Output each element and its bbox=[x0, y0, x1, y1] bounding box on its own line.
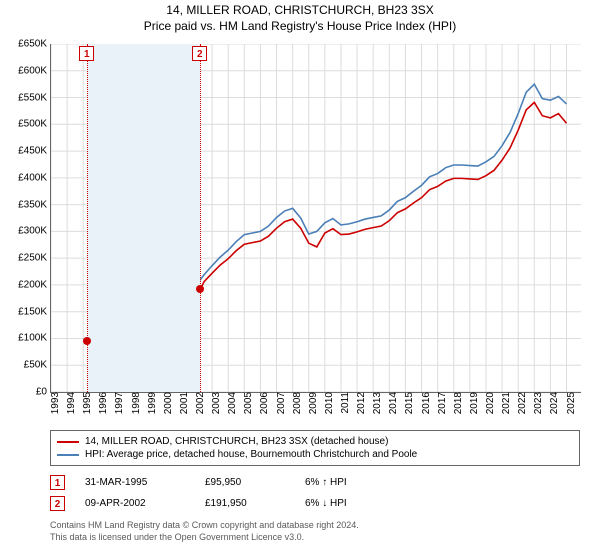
x-tick-label: 2014 bbox=[388, 392, 399, 414]
y-tick-label: £650K bbox=[18, 39, 47, 50]
legend: 14, MILLER ROAD, CHRISTCHURCH, BH23 3SX … bbox=[50, 430, 580, 466]
legend-label-property: 14, MILLER ROAD, CHRISTCHURCH, BH23 3SX … bbox=[85, 436, 388, 447]
marker-pct: 6% ↑ HPI bbox=[305, 477, 347, 488]
y-tick-label: £50K bbox=[24, 360, 47, 371]
y-tick-label: £500K bbox=[18, 119, 47, 130]
legend-label-hpi: HPI: Average price, detached house, Bour… bbox=[85, 449, 417, 460]
x-tick-label: 2013 bbox=[372, 392, 383, 414]
x-tick-label: 2017 bbox=[437, 392, 448, 414]
y-tick-label: £150K bbox=[18, 306, 47, 317]
x-tick-label: 1995 bbox=[82, 392, 93, 414]
title-line2: Price paid vs. HM Land Registry's House … bbox=[0, 18, 600, 34]
legend-row-property: 14, MILLER ROAD, CHRISTCHURCH, BH23 3SX … bbox=[57, 435, 573, 448]
x-tick-label: 2006 bbox=[259, 392, 270, 414]
x-tick-label: 2019 bbox=[469, 392, 480, 414]
x-tick-label: 2022 bbox=[517, 392, 528, 414]
y-tick-label: £0 bbox=[36, 387, 47, 398]
marker-vline bbox=[200, 44, 201, 392]
x-tick-label: 2021 bbox=[501, 392, 512, 414]
title-line1: 14, MILLER ROAD, CHRISTCHURCH, BH23 3SX bbox=[0, 2, 600, 18]
legend-row-hpi: HPI: Average price, detached house, Bour… bbox=[57, 448, 573, 461]
marker-date: 31-MAR-1995 bbox=[85, 477, 185, 488]
y-tick-label: £550K bbox=[18, 92, 47, 103]
x-tick-label: 1994 bbox=[66, 392, 77, 414]
marker-pct: 6% ↓ HPI bbox=[305, 498, 347, 509]
x-tick-label: 2025 bbox=[566, 392, 577, 414]
x-tick-label: 1997 bbox=[114, 392, 125, 414]
y-tick-label: £100K bbox=[18, 333, 47, 344]
x-tick-label: 2010 bbox=[324, 392, 335, 414]
footer: Contains HM Land Registry data © Crown c… bbox=[50, 520, 580, 543]
y-tick-label: £250K bbox=[18, 253, 47, 264]
legend-swatch-hpi bbox=[57, 454, 79, 456]
y-tick-label: £200K bbox=[18, 279, 47, 290]
x-tick-label: 2009 bbox=[308, 392, 319, 414]
x-tick-label: 2005 bbox=[243, 392, 254, 414]
plot-area: £0£50K£100K£150K£200K£250K£300K£350K£400… bbox=[50, 44, 581, 393]
marker-box: 2 bbox=[192, 46, 207, 61]
x-tick-label: 2020 bbox=[485, 392, 496, 414]
x-tick-label: 2001 bbox=[179, 392, 190, 414]
x-tick-label: 2003 bbox=[211, 392, 222, 414]
x-tick-label: 2018 bbox=[453, 392, 464, 414]
x-tick-label: 1998 bbox=[131, 392, 142, 414]
chart-container: 14, MILLER ROAD, CHRISTCHURCH, BH23 3SX … bbox=[0, 0, 600, 560]
y-tick-label: £400K bbox=[18, 172, 47, 183]
x-tick-label: 2007 bbox=[276, 392, 287, 414]
x-tick-label: 2002 bbox=[195, 392, 206, 414]
marker-box: 1 bbox=[50, 475, 65, 490]
marker-price: £95,950 bbox=[205, 477, 285, 488]
x-tick-label: 2004 bbox=[227, 392, 238, 414]
legend-swatch-property bbox=[57, 441, 79, 443]
marker-row: 1 31-MAR-1995 £95,950 6% ↑ HPI bbox=[50, 472, 580, 493]
marker-row: 2 09-APR-2002 £191,950 6% ↓ HPI bbox=[50, 493, 580, 514]
marker-box: 2 bbox=[50, 496, 65, 511]
x-tick-label: 1999 bbox=[147, 392, 158, 414]
marker-price: £191,950 bbox=[205, 498, 285, 509]
footer-line2: This data is licensed under the Open Gov… bbox=[50, 532, 580, 544]
shade-region bbox=[87, 44, 200, 392]
x-tick-label: 2008 bbox=[292, 392, 303, 414]
x-tick-label: 2023 bbox=[533, 392, 544, 414]
y-tick-label: £450K bbox=[18, 146, 47, 157]
x-tick-label: 2015 bbox=[404, 392, 415, 414]
markers-table: 1 31-MAR-1995 £95,950 6% ↑ HPI 2 09-APR-2002 £… bbox=[50, 472, 580, 514]
footer-line1: Contains HM Land Registry data © Crown c… bbox=[50, 520, 580, 532]
x-tick-label: 2000 bbox=[163, 392, 174, 414]
marker-box: 1 bbox=[79, 46, 94, 61]
x-tick-label: 1996 bbox=[98, 392, 109, 414]
marker-date: 09-APR-2002 bbox=[85, 498, 185, 509]
x-tick-label: 2024 bbox=[549, 392, 560, 414]
chart-title: 14, MILLER ROAD, CHRISTCHURCH, BH23 3SX … bbox=[0, 0, 600, 34]
marker-datapoint bbox=[196, 285, 204, 293]
x-tick-label: 1993 bbox=[50, 392, 61, 414]
x-tick-label: 2011 bbox=[340, 392, 351, 414]
y-tick-label: £300K bbox=[18, 226, 47, 237]
x-tick-label: 2016 bbox=[421, 392, 432, 414]
marker-datapoint bbox=[83, 337, 91, 345]
y-tick-label: £350K bbox=[18, 199, 47, 210]
x-tick-label: 2012 bbox=[356, 392, 367, 414]
y-tick-label: £600K bbox=[18, 65, 47, 76]
